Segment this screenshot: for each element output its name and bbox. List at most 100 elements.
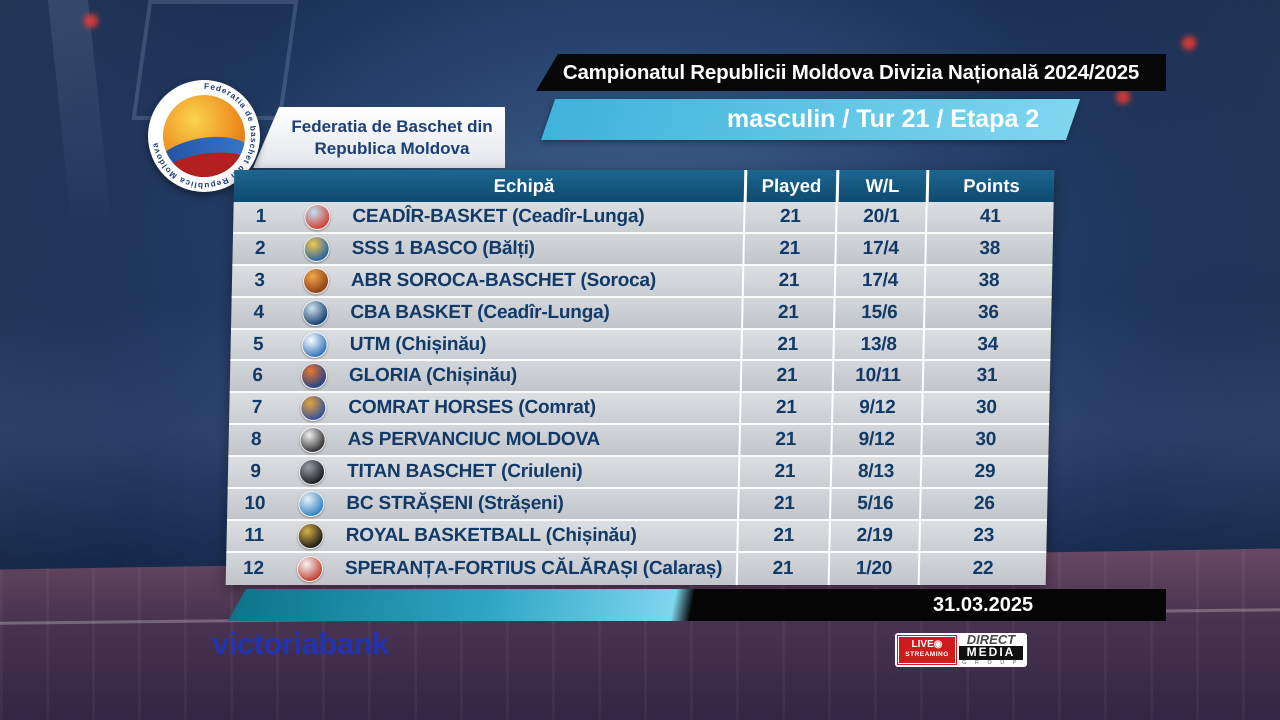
cell-points: 38: [923, 265, 1053, 296]
championship-title: Campionatul Republicii Moldova Divizia N…: [562, 60, 1140, 84]
team-logo-icon: [296, 555, 324, 582]
table-row: 9 TITAN BASCHET (Criuleni) 21 8/13 29: [227, 457, 1049, 490]
table-row: 10 BC STRĂȘENI (Strășeni) 21 5/16 26: [226, 489, 1048, 521]
cell-points: 36: [923, 297, 1052, 328]
live-streaming-icon: LIVE◉ STREAMING: [897, 635, 957, 665]
table-row: 11 ROYAL BASKETBALL (Chișinău) 21 2/19 2…: [226, 520, 1047, 553]
team-logo-icon: [297, 522, 324, 549]
team-name: ROYAL BASKETBALL (Chișinău): [345, 524, 637, 546]
team-logo-icon: [301, 331, 328, 358]
cell-played: 21: [743, 202, 836, 232]
cell-played: 21: [739, 393, 832, 424]
table-row: 3 ABR SOROCA-BASCHET (Soroca) 21 17/4 38: [231, 265, 1053, 298]
team-logo-icon: [300, 395, 327, 422]
cell-wl: 2/19: [828, 520, 919, 551]
cell-wl: 1/20: [827, 552, 919, 585]
federation-name-line2: Republica Moldova: [314, 138, 470, 158]
cell-played: 21: [737, 489, 830, 519]
team-name: CBA BASKET (Ceadîr-Lunga): [350, 301, 610, 323]
column-header-played: Played: [743, 170, 837, 202]
cell-points: 26: [919, 489, 1048, 519]
team-logo-icon: [303, 235, 330, 262]
federation-logo-icon: Federatia de baschet din Republica Moldo…: [148, 80, 260, 192]
cell-played: 21: [737, 457, 831, 488]
victoriabank-logo: victoriabank: [212, 626, 389, 661]
cell-played: 21: [735, 552, 829, 585]
arena-light-icon: [84, 14, 98, 28]
team-name: COMRAT HORSES (Comrat): [348, 397, 597, 419]
federation-name-banner: Federatia de Baschet din Republica Moldo…: [253, 107, 505, 168]
direct-media-badge: LIVE◉ STREAMING DIRECT MEDIA G R O U P: [895, 633, 1027, 667]
cell-wl: 20/1: [835, 202, 926, 232]
table-row: 1 CEADÎR-BASKET (Ceadîr-Lunga) 21 20/1 4…: [233, 202, 1054, 234]
column-header-team: Echipă: [493, 175, 555, 196]
row-position: 6: [252, 365, 263, 387]
cell-points: 34: [922, 329, 1052, 360]
row-position: 12: [242, 557, 265, 579]
team-name: AS PERVANCIUC MOLDOVA: [347, 429, 601, 451]
table-row: 8 AS PERVANCIUC MOLDOVA 21 9/12 30: [228, 425, 1049, 458]
team-name: UTM (Chișinău): [349, 333, 487, 355]
row-position: 7: [251, 397, 263, 419]
direct-media-logo: DIRECT MEDIA G R O U P: [959, 633, 1023, 667]
row-position: 1: [255, 205, 267, 227]
row-position: 9: [250, 461, 261, 483]
team-name: SSS 1 BASCO (Bălți): [351, 237, 536, 259]
date-banner: 31.03.2025: [228, 589, 1166, 621]
cell-points: 29: [919, 457, 1049, 488]
team-logo-icon: [302, 299, 329, 326]
cell-points: 30: [920, 425, 1049, 456]
column-header-points: Points: [925, 170, 1055, 202]
row-position: 4: [253, 301, 265, 323]
cell-wl: 9/12: [830, 425, 921, 456]
cell-played: 21: [738, 425, 831, 456]
cell-wl: 17/4: [833, 265, 925, 296]
team-logo-icon: [304, 203, 331, 230]
championship-title-banner: Campionatul Republicii Moldova Divizia N…: [536, 54, 1166, 91]
team-name: ABR SOROCA-BASCHET (Soroca): [350, 269, 657, 291]
cell-points: 30: [921, 393, 1050, 424]
table-header-row: Echipă Played W/L Points: [233, 170, 1055, 202]
cell-played: 21: [741, 297, 834, 328]
arena-light-icon: [1116, 90, 1130, 104]
row-position: 2: [254, 237, 266, 259]
team-name: CEADÎR-BASKET (Ceadîr-Lunga): [352, 205, 645, 227]
federation-name-line1: Federatia de Baschet din: [291, 117, 493, 137]
table-row: 12 SPERANȚA-FORTIUS CĂLĂRAȘI (Calaraș) 2…: [225, 552, 1047, 585]
cell-wl: 15/6: [833, 297, 924, 328]
cell-wl: 13/8: [832, 329, 924, 360]
cell-played: 21: [741, 265, 835, 296]
row-position: 11: [244, 524, 265, 546]
cell-points: 23: [918, 520, 1047, 551]
table-row: 7 COMRAT HORSES (Comrat) 21 9/12 30: [228, 393, 1050, 426]
table-row: 5 UTM (Chișinău) 21 13/8 34: [230, 329, 1052, 362]
cell-wl: 17/4: [834, 233, 926, 264]
column-header-wl: W/L: [835, 170, 927, 202]
team-logo-icon: [302, 267, 330, 294]
cell-played: 21: [740, 329, 834, 360]
team-name: GLORIA (Chișinău): [348, 365, 518, 387]
cell-played: 21: [739, 361, 833, 392]
cell-played: 21: [742, 233, 836, 264]
cell-wl: 9/12: [831, 393, 922, 424]
table-body: 1 CEADÎR-BASKET (Ceadîr-Lunga) 21 20/1 4…: [225, 202, 1054, 585]
team-logo-icon: [299, 427, 326, 454]
cell-wl: 8/13: [829, 457, 921, 488]
basketball-icon: [163, 95, 245, 177]
table-row: 2 SSS 1 BASCO (Bălți) 21 17/4 38: [232, 233, 1054, 266]
row-position: 3: [254, 269, 265, 291]
date-text: 31.03.2025: [933, 593, 1034, 616]
cell-points: 22: [917, 552, 1047, 585]
team-name: TITAN BASCHET (Criuleni): [346, 461, 583, 483]
cell-played: 21: [736, 520, 829, 551]
row-position: 10: [244, 492, 266, 514]
cell-points: 31: [921, 361, 1051, 392]
team-logo-icon: [300, 363, 328, 390]
cell-wl: 5/16: [829, 489, 920, 519]
round-subtitle: masculin / Tur 21 / Etapa 2: [726, 105, 1040, 133]
team-name: BC STRĂȘENI (Strășeni): [346, 492, 564, 514]
team-logo-icon: [298, 459, 326, 486]
cell-points: 41: [925, 202, 1054, 232]
row-position: 5: [252, 333, 264, 355]
